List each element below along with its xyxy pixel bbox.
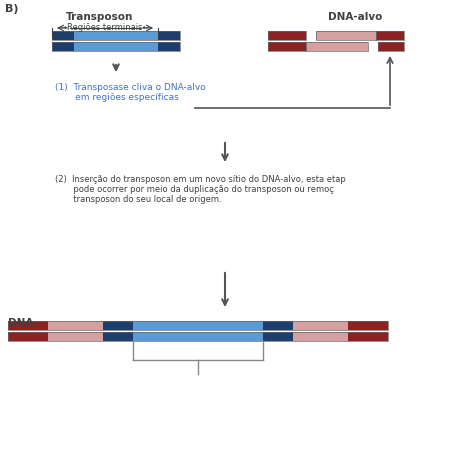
Bar: [74, 31, 158, 40]
Bar: [8, 332, 388, 341]
Bar: [133, 321, 263, 330]
Bar: [52, 31, 180, 40]
Bar: [316, 31, 376, 40]
Bar: [8, 321, 48, 330]
Bar: [306, 42, 368, 51]
Bar: [8, 332, 48, 341]
Text: pode ocorrer por meio da duplicação do transposon ou remoç: pode ocorrer por meio da duplicação do t…: [55, 185, 334, 194]
Text: transposon do seu local de origem.: transposon do seu local de origem.: [55, 195, 222, 204]
Bar: [376, 31, 404, 40]
Bar: [158, 42, 180, 51]
Bar: [306, 42, 368, 51]
Text: em regiões específicas: em regiões específicas: [55, 93, 179, 102]
Text: DNA-alvo: DNA-alvo: [328, 12, 382, 22]
Bar: [52, 42, 74, 51]
Bar: [293, 332, 348, 341]
Bar: [8, 321, 388, 330]
Bar: [376, 31, 404, 40]
Text: DNA: DNA: [8, 318, 33, 328]
Text: →Regiões terminais←: →Regiões terminais←: [60, 23, 150, 32]
Bar: [52, 42, 180, 51]
Bar: [103, 321, 133, 330]
Bar: [348, 332, 388, 341]
Bar: [48, 321, 103, 330]
Bar: [268, 31, 306, 40]
Bar: [74, 42, 158, 51]
Bar: [133, 332, 263, 341]
Bar: [268, 31, 306, 40]
Bar: [378, 42, 404, 51]
Bar: [263, 332, 293, 341]
Bar: [263, 321, 293, 330]
Bar: [268, 42, 306, 51]
Bar: [378, 42, 404, 51]
Text: (1)  Transposase cliva o DNA-alvo: (1) Transposase cliva o DNA-alvo: [55, 83, 206, 92]
Bar: [268, 42, 306, 51]
Bar: [48, 332, 103, 341]
Bar: [348, 321, 388, 330]
Bar: [103, 332, 133, 341]
Text: B): B): [5, 4, 18, 14]
Text: (2)  Inserção do transposon em um novo sítio do DNA-alvo, esta etap: (2) Inserção do transposon em um novo sí…: [55, 175, 346, 184]
Bar: [293, 321, 348, 330]
Bar: [158, 31, 180, 40]
Text: Transposon: Transposon: [67, 12, 134, 22]
Bar: [316, 31, 376, 40]
Bar: [52, 31, 74, 40]
